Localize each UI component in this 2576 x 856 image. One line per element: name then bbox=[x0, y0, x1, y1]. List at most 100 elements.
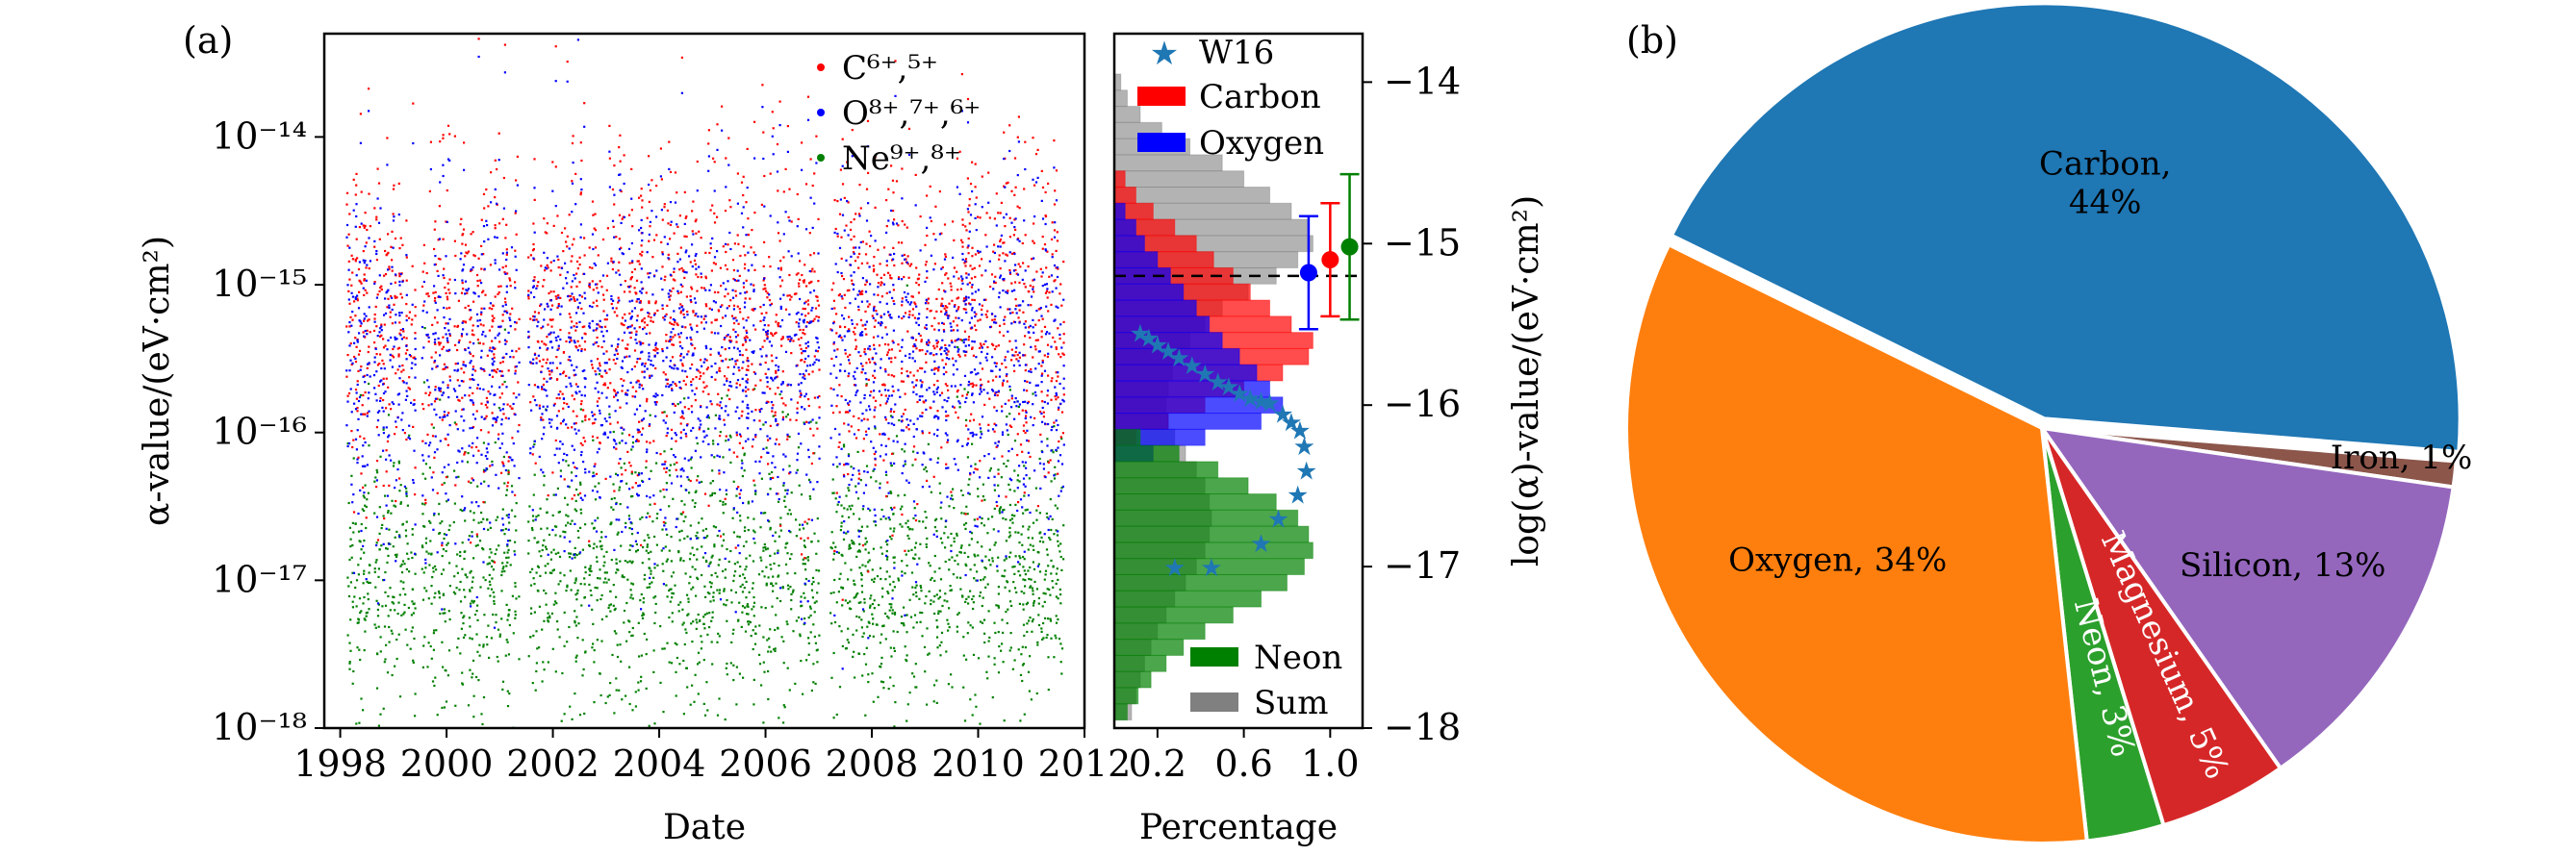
scatter-point bbox=[463, 371, 466, 374]
scatter-point bbox=[533, 158, 536, 161]
scatter-point bbox=[650, 179, 653, 182]
scatter-point bbox=[363, 572, 366, 575]
scatter-point bbox=[620, 660, 623, 663]
scatter-point bbox=[604, 477, 607, 480]
scatter-point bbox=[930, 603, 932, 606]
scatter-point bbox=[847, 375, 850, 378]
scatter-point bbox=[1033, 601, 1035, 605]
scatter-point bbox=[790, 592, 793, 595]
scatter-point bbox=[551, 318, 554, 321]
scatter-point bbox=[869, 597, 872, 600]
scatter-point bbox=[851, 541, 854, 545]
scatter-point bbox=[1041, 186, 1045, 189]
scatter-point bbox=[355, 397, 358, 400]
scatter-point bbox=[355, 722, 358, 725]
scatter-point bbox=[472, 512, 475, 515]
scatter-point bbox=[1005, 365, 1007, 368]
scatter-point bbox=[710, 582, 713, 585]
scatter-point bbox=[464, 306, 467, 310]
scatter-point bbox=[492, 568, 495, 571]
scatter-point bbox=[714, 526, 717, 529]
scatter-point bbox=[503, 271, 506, 274]
scatter-point bbox=[692, 311, 695, 314]
scatter-point bbox=[482, 324, 485, 327]
scatter-point bbox=[559, 422, 562, 425]
scatter-point bbox=[590, 593, 593, 596]
scatter-point bbox=[627, 619, 630, 622]
scatter-point bbox=[875, 399, 878, 402]
scatter-point bbox=[753, 484, 756, 487]
scatter-point bbox=[383, 274, 386, 277]
scatter-point bbox=[349, 649, 352, 652]
scatter-point bbox=[609, 590, 612, 592]
scatter-point bbox=[696, 442, 699, 445]
scatter-point bbox=[575, 553, 578, 557]
scatter-point bbox=[540, 555, 543, 558]
scatter-point bbox=[803, 333, 806, 336]
scatter-point bbox=[408, 376, 411, 379]
scatter-point bbox=[446, 340, 449, 343]
scatter-point bbox=[763, 575, 766, 578]
scatter-point bbox=[527, 540, 530, 542]
scatter-point bbox=[814, 682, 817, 685]
scatter-point bbox=[726, 335, 728, 338]
scatter-point bbox=[797, 217, 800, 220]
scatter-point bbox=[838, 686, 842, 689]
scatter-point bbox=[536, 647, 539, 650]
scatter-point bbox=[969, 383, 972, 386]
scatter-point bbox=[403, 432, 406, 435]
scatter-point bbox=[815, 315, 818, 318]
scatter-point bbox=[830, 357, 833, 361]
scatter-point bbox=[575, 510, 578, 513]
scatter-point bbox=[615, 472, 618, 475]
scatter-point bbox=[1047, 565, 1050, 567]
scatter-point bbox=[705, 681, 708, 684]
scatter-point bbox=[809, 420, 812, 423]
scatter-point bbox=[998, 512, 1002, 515]
scatter-point bbox=[1037, 319, 1040, 322]
scatter-point bbox=[641, 562, 644, 565]
scatter-point bbox=[845, 532, 848, 535]
scatter-point bbox=[493, 316, 496, 319]
scatter-point bbox=[766, 386, 769, 389]
scatter-point bbox=[579, 526, 582, 529]
scatter-point bbox=[948, 558, 951, 561]
scatter-point bbox=[695, 387, 698, 390]
scatter-point bbox=[591, 646, 594, 649]
scatter-point bbox=[786, 667, 789, 669]
scatter-point bbox=[492, 319, 495, 323]
scatter-point bbox=[956, 308, 959, 311]
scatter-point bbox=[952, 329, 955, 332]
scatter-point bbox=[857, 416, 860, 420]
scatter-point bbox=[683, 190, 686, 193]
scatter-point bbox=[443, 706, 446, 709]
scatter-point bbox=[1010, 359, 1013, 362]
scatter-point bbox=[782, 482, 785, 485]
scatter-point bbox=[730, 601, 733, 604]
scatter-point bbox=[366, 611, 369, 614]
scatter-point bbox=[1008, 236, 1011, 239]
scatter-point bbox=[972, 354, 975, 357]
scatter-point bbox=[696, 548, 699, 551]
scatter-point bbox=[914, 339, 918, 341]
scatter-point bbox=[483, 614, 486, 617]
scatter-point bbox=[588, 583, 591, 586]
scatter-point bbox=[674, 382, 676, 386]
scatter-point bbox=[975, 329, 978, 332]
scatter-point bbox=[464, 595, 467, 598]
scatter-point bbox=[691, 641, 694, 643]
scatter-point bbox=[892, 246, 895, 249]
scatter-point bbox=[736, 359, 739, 362]
scatter-point bbox=[796, 407, 799, 410]
scatter-point bbox=[981, 304, 983, 307]
scatter-point bbox=[1018, 480, 1021, 483]
scatter-point bbox=[768, 645, 771, 648]
scatter-point bbox=[670, 560, 673, 563]
scatter-point bbox=[993, 406, 996, 409]
scatter-point bbox=[739, 585, 742, 588]
scatter-point bbox=[405, 494, 408, 497]
scatter-point bbox=[1057, 597, 1059, 600]
scatter-point bbox=[1047, 310, 1050, 313]
scatter-point bbox=[389, 587, 392, 590]
scatter-point bbox=[911, 557, 915, 560]
